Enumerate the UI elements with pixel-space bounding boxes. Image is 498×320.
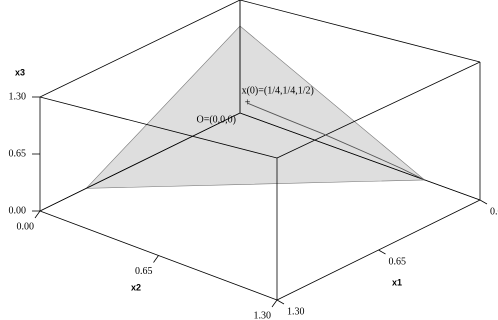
origin-axis: [239, 112, 481, 201]
x2-axis-label: x2: [131, 282, 141, 292]
tick-label: 0.00: [9, 205, 27, 216]
box-edge: [39, 96, 278, 159]
tick-mark: [271, 299, 278, 308]
tick-label: 0.65: [9, 148, 27, 159]
annotation: O=(0,0,0): [196, 114, 236, 125]
tick-label: 0.00: [17, 221, 35, 232]
box-edge: [239, 0, 481, 63]
annotation: x(0)=(1/4,1/4,1/2): [242, 86, 314, 97]
tick-mark: [34, 210, 41, 219]
tick-label: 0.65: [389, 256, 407, 267]
box-edge: [276, 61, 481, 159]
tick-label: 0.0: [490, 206, 498, 217]
tick-mark: [153, 255, 159, 263]
tick-mark: [479, 199, 488, 205]
tick-label: 1.30: [254, 310, 272, 320]
tick-mark: [378, 249, 386, 255]
tick-label: 1.30: [9, 91, 27, 102]
x1-axis-label: x1: [392, 277, 402, 287]
tick-mark: [276, 299, 285, 305]
tick-label: 1.30: [287, 306, 305, 317]
x3-axis-label: x3: [15, 67, 25, 77]
box-edge: [39, 0, 241, 98]
tick-label: 0.65: [135, 266, 153, 277]
origin-axis: [39, 112, 241, 212]
simplex: [85, 25, 426, 189]
point-marker: +: [245, 98, 251, 109]
trajectory: [247, 102, 425, 181]
